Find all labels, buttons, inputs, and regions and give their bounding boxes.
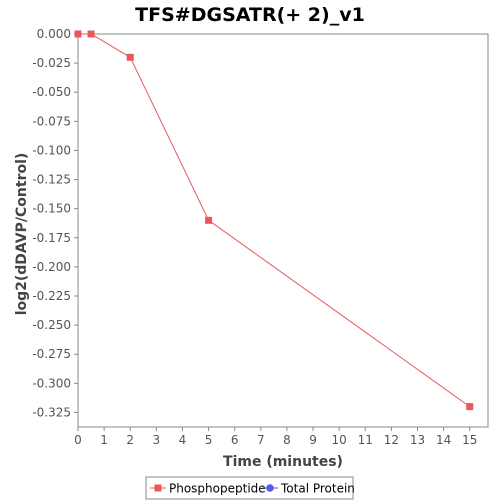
x-tick-label: 14	[436, 433, 451, 447]
y-axis-label: log2(dDAVP/Control)	[14, 153, 30, 316]
y-tick-label: -0.200	[32, 260, 71, 274]
x-tick-label: 1	[100, 433, 108, 447]
data-point-phosphopeptide	[87, 30, 95, 38]
legend-swatch-marker-total-protein	[266, 484, 274, 492]
legend-label-total-protein: Total Protein	[280, 482, 355, 496]
x-tick-label: 15	[462, 433, 477, 447]
y-tick-label: -0.125	[32, 173, 71, 187]
y-tick-label: -0.050	[32, 85, 71, 99]
x-tick-label: 7	[257, 433, 265, 447]
x-tick-label: 13	[410, 433, 425, 447]
y-tick-label: -0.300	[32, 376, 71, 390]
y-tick-label: -0.325	[32, 405, 71, 419]
data-point-phosphopeptide	[205, 216, 213, 224]
x-tick-label: 2	[126, 433, 134, 447]
x-tick-label: 9	[309, 433, 317, 447]
x-axis: 0 1 2 3 4 5 6 7 8 9 10 11 12 13 14 15	[74, 427, 477, 447]
x-tick-label: 5	[205, 433, 213, 447]
series-layer	[74, 30, 474, 411]
chart-title: TFS#DGSATR(+ 2)_v1	[135, 4, 365, 26]
y-tick-label: -0.075	[32, 114, 71, 128]
x-tick-label: 12	[384, 433, 399, 447]
y-tick-label: -0.025	[32, 56, 71, 70]
data-point-phosphopeptide	[466, 403, 474, 411]
y-tick-label: -0.250	[32, 318, 71, 332]
plot-area	[77, 33, 489, 428]
x-axis-label: Time (minutes)	[223, 454, 343, 470]
y-tick-label: -0.150	[32, 202, 71, 216]
y-tick-label: -0.175	[32, 231, 71, 245]
y-tick-label: -0.100	[32, 143, 71, 157]
x-tick-label: 11	[358, 433, 373, 447]
legend: Phosphopeptide Total Protein	[145, 476, 355, 500]
legend-label-phosphopeptide: Phosphopeptide	[169, 482, 266, 496]
x-tick-label: 6	[231, 433, 239, 447]
legend-swatch-marker-phosphopeptide	[154, 484, 162, 492]
x-tick-label: 8	[283, 433, 291, 447]
data-point-phosphopeptide	[74, 30, 82, 38]
x-tick-label: 3	[153, 433, 161, 447]
y-tick-label: -0.225	[32, 289, 71, 303]
x-tick-label: 4	[179, 433, 187, 447]
data-point-phosphopeptide	[126, 53, 134, 61]
y-tick-label: -0.275	[32, 347, 71, 361]
y-tick-label: 0.000	[37, 27, 71, 41]
x-tick-label: 0	[74, 433, 82, 447]
legend-frame	[145, 476, 354, 500]
x-tick-label: 10	[332, 433, 347, 447]
y-axis: 0.000 -0.025 -0.050 -0.075 -0.100 -0.125 -0.15…	[32, 27, 78, 419]
